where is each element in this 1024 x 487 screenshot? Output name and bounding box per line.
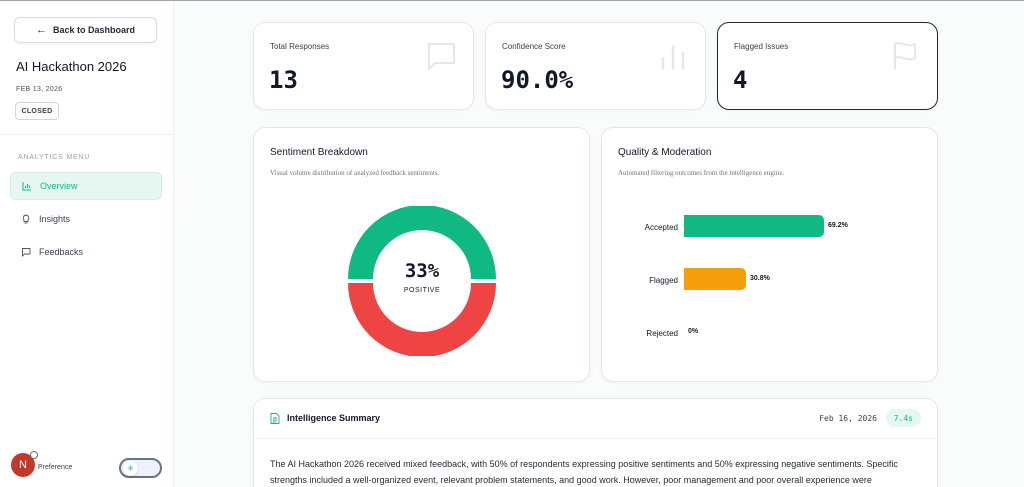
window-top-border bbox=[0, 0, 1024, 1]
preference-label: Preference bbox=[38, 464, 73, 471]
avatar-status-dot bbox=[30, 451, 38, 459]
back-to-dashboard-button[interactable]: ← Back to Dashboard bbox=[14, 17, 157, 43]
stat-label: Confidence Score bbox=[502, 42, 566, 51]
bar-label-flagged: Flagged bbox=[649, 276, 678, 285]
summary-title: Intelligence Summary bbox=[287, 413, 381, 423]
summary-text: The AI Hackathon 2026 received mixed fee… bbox=[270, 459, 898, 485]
stat-card-confidence-score: Confidence Score 90.0% bbox=[485, 22, 706, 110]
summary-header: Intelligence Summary Feb 16, 2026 7.4s bbox=[254, 399, 937, 439]
sidebar-item-label: Overview bbox=[40, 181, 78, 191]
summary-date: Feb 16, 2026 bbox=[819, 414, 877, 423]
panel-title: Quality & Moderation bbox=[618, 147, 712, 158]
bar-value-accepted: 69.2% bbox=[828, 222, 848, 229]
sidebar-item-feedbacks[interactable]: Feedbacks bbox=[10, 238, 162, 266]
stat-label: Total Responses bbox=[270, 42, 330, 51]
bar-chart-icon bbox=[22, 182, 31, 191]
sidebar-item-label: Feedbacks bbox=[39, 247, 84, 257]
sidebar-item-insights[interactable]: Insights bbox=[10, 205, 162, 233]
donut-center-label: POSITIVE bbox=[403, 287, 441, 294]
stat-card-flagged-issues[interactable]: Flagged Issues 4 bbox=[717, 22, 938, 110]
donut-positive-segment bbox=[348, 206, 496, 279]
sentiment-breakdown-card: Sentiment Breakdown Visual volume distri… bbox=[253, 127, 590, 382]
event-date: FEB 13, 2026 bbox=[16, 86, 63, 93]
theme-toggle[interactable]: ✳ bbox=[119, 458, 162, 478]
status-badge: CLOSED bbox=[15, 102, 59, 120]
panel-subtitle: Automated filtering outcomes from the in… bbox=[618, 169, 785, 177]
lightbulb-icon bbox=[22, 214, 30, 224]
panel-subtitle: Visual volume distribution of analyzed f… bbox=[270, 169, 440, 177]
intelligence-summary-card: Intelligence Summary Feb 16, 2026 7.4s T… bbox=[253, 398, 938, 487]
quality-moderation-card: Quality & Moderation Automated filtering… bbox=[601, 127, 938, 382]
sidebar-divider bbox=[0, 134, 174, 135]
bar-label-rejected: Rejected bbox=[646, 329, 678, 338]
flag-icon bbox=[894, 42, 916, 69]
menu-heading: ANALYTICS MENU bbox=[18, 154, 91, 161]
stat-value: 13 bbox=[269, 66, 298, 94]
panel-title: Sentiment Breakdown bbox=[270, 147, 368, 158]
sidebar-item-label: Insights bbox=[39, 214, 71, 224]
sidebar-item-overview[interactable]: Overview bbox=[10, 172, 162, 200]
sidebar: ← Back to Dashboard AI Hackathon 2026 FE… bbox=[0, 1, 174, 487]
message-square-icon bbox=[427, 43, 455, 70]
bar-value-flagged: 30.8% bbox=[750, 275, 770, 282]
sun-icon: ✳ bbox=[123, 461, 138, 476]
stat-card-total-responses: Total Responses 13 bbox=[253, 22, 474, 110]
bar-accepted bbox=[684, 215, 824, 237]
sentiment-donut-chart bbox=[348, 206, 496, 356]
event-title: AI Hackathon 2026 bbox=[16, 59, 127, 74]
arrow-left-icon: ← bbox=[35, 24, 47, 36]
bar-label-accepted: Accepted bbox=[644, 223, 678, 232]
stat-value: 4 bbox=[733, 66, 748, 94]
donut-negative-segment bbox=[348, 283, 496, 356]
stat-label: Flagged Issues bbox=[734, 42, 789, 51]
bar-flagged bbox=[684, 268, 746, 290]
document-icon bbox=[270, 413, 280, 424]
bar-value-rejected: 0% bbox=[688, 328, 699, 335]
stat-value: 90.0% bbox=[501, 66, 574, 94]
donut-center-value: 33% bbox=[404, 260, 440, 282]
bar-chart-icon bbox=[661, 44, 685, 70]
back-button-label: Back to Dashboard bbox=[52, 25, 136, 35]
processing-time-badge: 7.4s bbox=[885, 409, 921, 427]
message-icon bbox=[22, 248, 31, 257]
